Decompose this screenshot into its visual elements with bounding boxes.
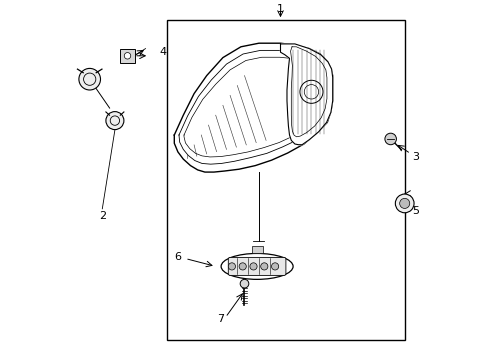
Circle shape	[249, 263, 257, 270]
Circle shape	[106, 112, 123, 130]
Text: 2: 2	[99, 211, 105, 221]
Text: 5: 5	[411, 206, 418, 216]
Ellipse shape	[221, 253, 292, 279]
Text: 6: 6	[174, 252, 181, 262]
Circle shape	[240, 279, 248, 288]
Text: 4: 4	[160, 47, 167, 57]
Text: 3: 3	[411, 152, 418, 162]
Circle shape	[394, 194, 413, 213]
Bar	[251, 246, 262, 253]
Polygon shape	[280, 44, 332, 145]
Bar	[167, 20, 404, 340]
Circle shape	[260, 263, 267, 270]
FancyBboxPatch shape	[228, 257, 285, 275]
Circle shape	[271, 263, 278, 270]
Text: 1: 1	[276, 4, 284, 14]
Circle shape	[239, 263, 246, 270]
Circle shape	[79, 68, 101, 90]
Circle shape	[384, 133, 396, 145]
Circle shape	[228, 263, 235, 270]
Polygon shape	[174, 43, 332, 172]
Text: 7: 7	[217, 314, 224, 324]
Circle shape	[124, 53, 130, 59]
FancyBboxPatch shape	[120, 49, 134, 63]
Circle shape	[399, 198, 409, 208]
